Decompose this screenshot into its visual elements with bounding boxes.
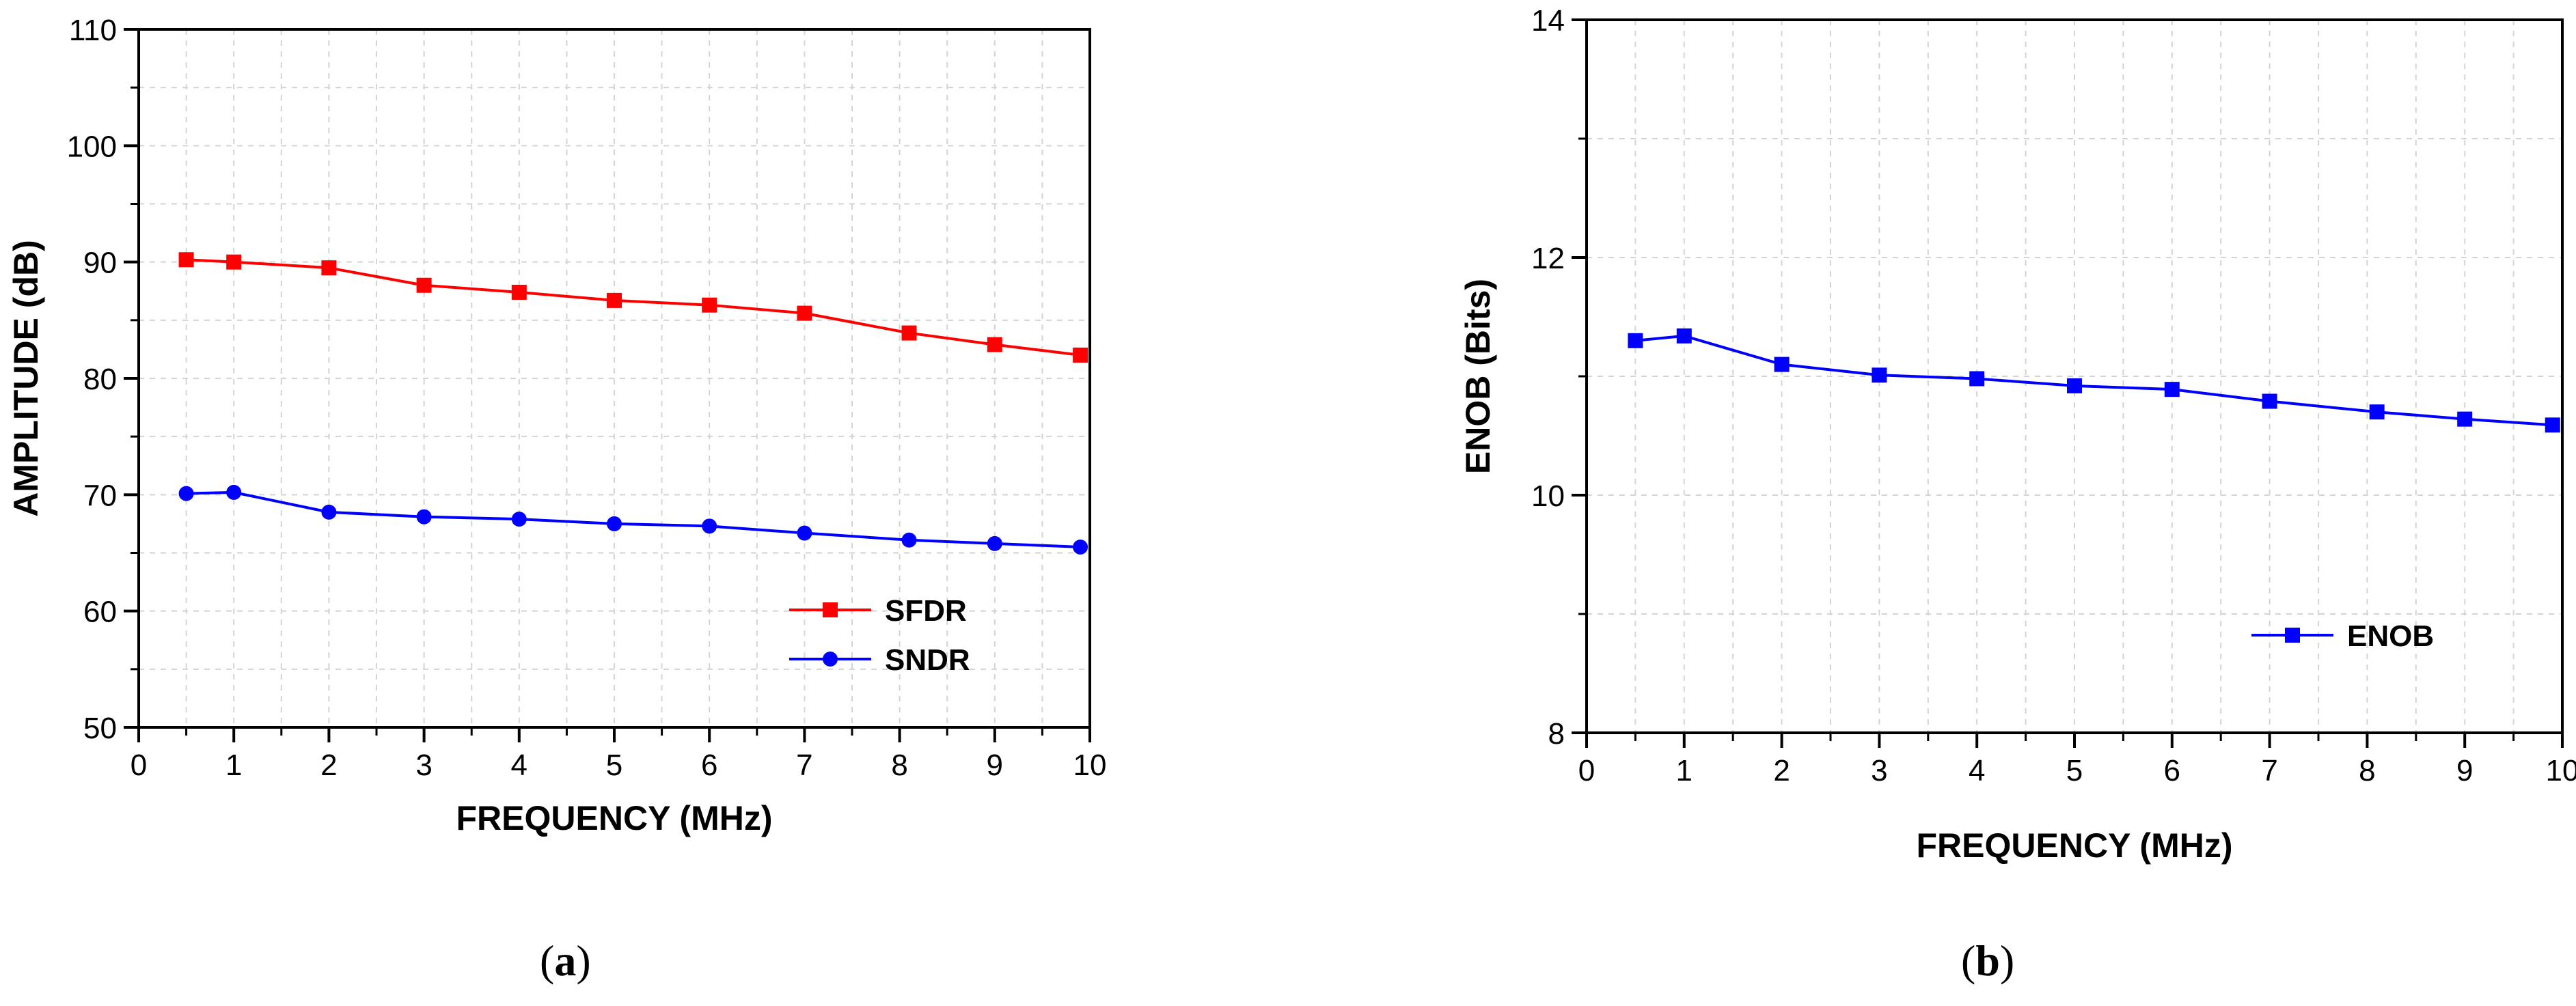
series-enob (1628, 328, 2560, 433)
y-axis-label: ENOB (Bits) (1459, 279, 1497, 474)
y-axis-label: AMPLITUDE (dB) (7, 240, 45, 517)
data-point-enob (1774, 357, 1790, 372)
data-point-sndr (416, 509, 432, 525)
data-point-sfdr (702, 297, 717, 313)
data-point-enob (2067, 378, 2082, 393)
legend-marker (2285, 628, 2300, 643)
x-tick-label: 7 (2261, 754, 2277, 787)
x-tick-label: 10 (2546, 754, 2576, 787)
data-point-sfdr (901, 325, 917, 341)
data-point-sndr (511, 512, 527, 527)
data-point-enob (2262, 393, 2277, 409)
data-point-sndr (321, 504, 337, 520)
y-tick-label: 80 (83, 363, 117, 396)
legend-marker (823, 602, 838, 617)
data-point-enob (2369, 404, 2385, 420)
data-point-sndr (178, 486, 194, 501)
x-tick-label: 7 (796, 749, 812, 782)
series-line-sndr (186, 490, 1081, 548)
x-tick-label: 3 (1871, 754, 1887, 787)
legend-label: ENOB (2347, 619, 2434, 653)
data-point-enob (1676, 328, 1692, 344)
x-tick-label: 6 (701, 749, 717, 782)
caption-a: (a) (540, 936, 591, 985)
data-point-sfdr (1073, 347, 1088, 363)
data-point-enob (1872, 367, 1887, 383)
x-tick-label: 0 (131, 749, 147, 782)
legend-item-sndr: SNDR (789, 643, 970, 677)
x-tick-label: 1 (1676, 754, 1693, 787)
data-point-sfdr (321, 260, 337, 276)
x-axis-label: FREQUENCY (MHz) (1917, 826, 2233, 865)
legend-marker (823, 652, 838, 667)
legend-label: SNDR (885, 643, 970, 677)
x-tick-label: 8 (2359, 754, 2375, 787)
data-point-sndr (702, 518, 717, 534)
x-tick-label: 4 (511, 749, 527, 782)
data-point-sfdr (226, 254, 242, 270)
chart-a: 0 1 2 3 4 5 6 7 8 9 10 50 60 70 80 90 100 110 FREQUENCY (M… (7, 14, 1106, 837)
y-tick-label: 60 (83, 596, 117, 629)
data-point-enob (1628, 333, 1643, 348)
x-tick-label: 2 (1773, 754, 1790, 787)
y-tick-label: 90 (83, 247, 117, 280)
y-tick-label: 70 (83, 479, 117, 512)
x-tick-label: 0 (1578, 754, 1595, 787)
x-tick-label: 9 (2456, 754, 2473, 787)
data-point-sndr (797, 525, 812, 541)
data-point-sndr (901, 532, 917, 548)
data-point-enob (1969, 371, 1985, 387)
legend-item-enob: ENOB (2251, 619, 2434, 653)
data-point-sndr (1073, 539, 1088, 555)
series-sfdr (178, 252, 1088, 363)
legend-label: SFDR (885, 594, 967, 628)
x-tick-label: 3 (415, 749, 432, 782)
legend-item-sfdr: SFDR (789, 594, 967, 628)
data-point-sfdr (511, 284, 527, 300)
caption-b: (b) (1961, 936, 2015, 985)
y-tick-label: 100 (67, 130, 117, 163)
x-axis-label: FREQUENCY (MHz) (456, 799, 773, 837)
y-tick-label: 12 (1531, 242, 1565, 275)
x-tick-label: 1 (225, 749, 242, 782)
y-tick-label: 110 (69, 14, 117, 47)
x-tick-label: 5 (606, 749, 622, 782)
data-point-sfdr (416, 277, 432, 293)
data-point-enob (2457, 411, 2473, 427)
series-line-sfdr (186, 258, 1081, 357)
data-point-sfdr (987, 337, 1002, 352)
data-point-sfdr (797, 305, 812, 321)
x-tick-label: 4 (1969, 754, 1985, 787)
series-sndr (178, 484, 1088, 555)
y-tick-label: 8 (1548, 717, 1565, 751)
y-tick-label: 50 (83, 712, 117, 745)
data-point-sndr (607, 516, 622, 531)
x-tick-label: 5 (2066, 754, 2083, 787)
x-tick-label: 10 (1073, 749, 1107, 782)
data-point-sndr (987, 535, 1002, 551)
series-line-enob (1635, 334, 2553, 427)
y-tick-label: 14 (1531, 4, 1565, 38)
data-point-enob (2164, 382, 2180, 397)
x-tick-label: 8 (891, 749, 907, 782)
data-point-enob (2545, 417, 2560, 433)
data-point-sndr (226, 484, 242, 500)
x-tick-label: 9 (987, 749, 1003, 782)
data-point-sfdr (178, 252, 194, 268)
x-tick-label: 2 (320, 749, 337, 782)
y-tick-label: 10 (1531, 479, 1565, 513)
x-tick-label: 6 (2164, 754, 2180, 787)
data-point-sfdr (607, 292, 622, 308)
